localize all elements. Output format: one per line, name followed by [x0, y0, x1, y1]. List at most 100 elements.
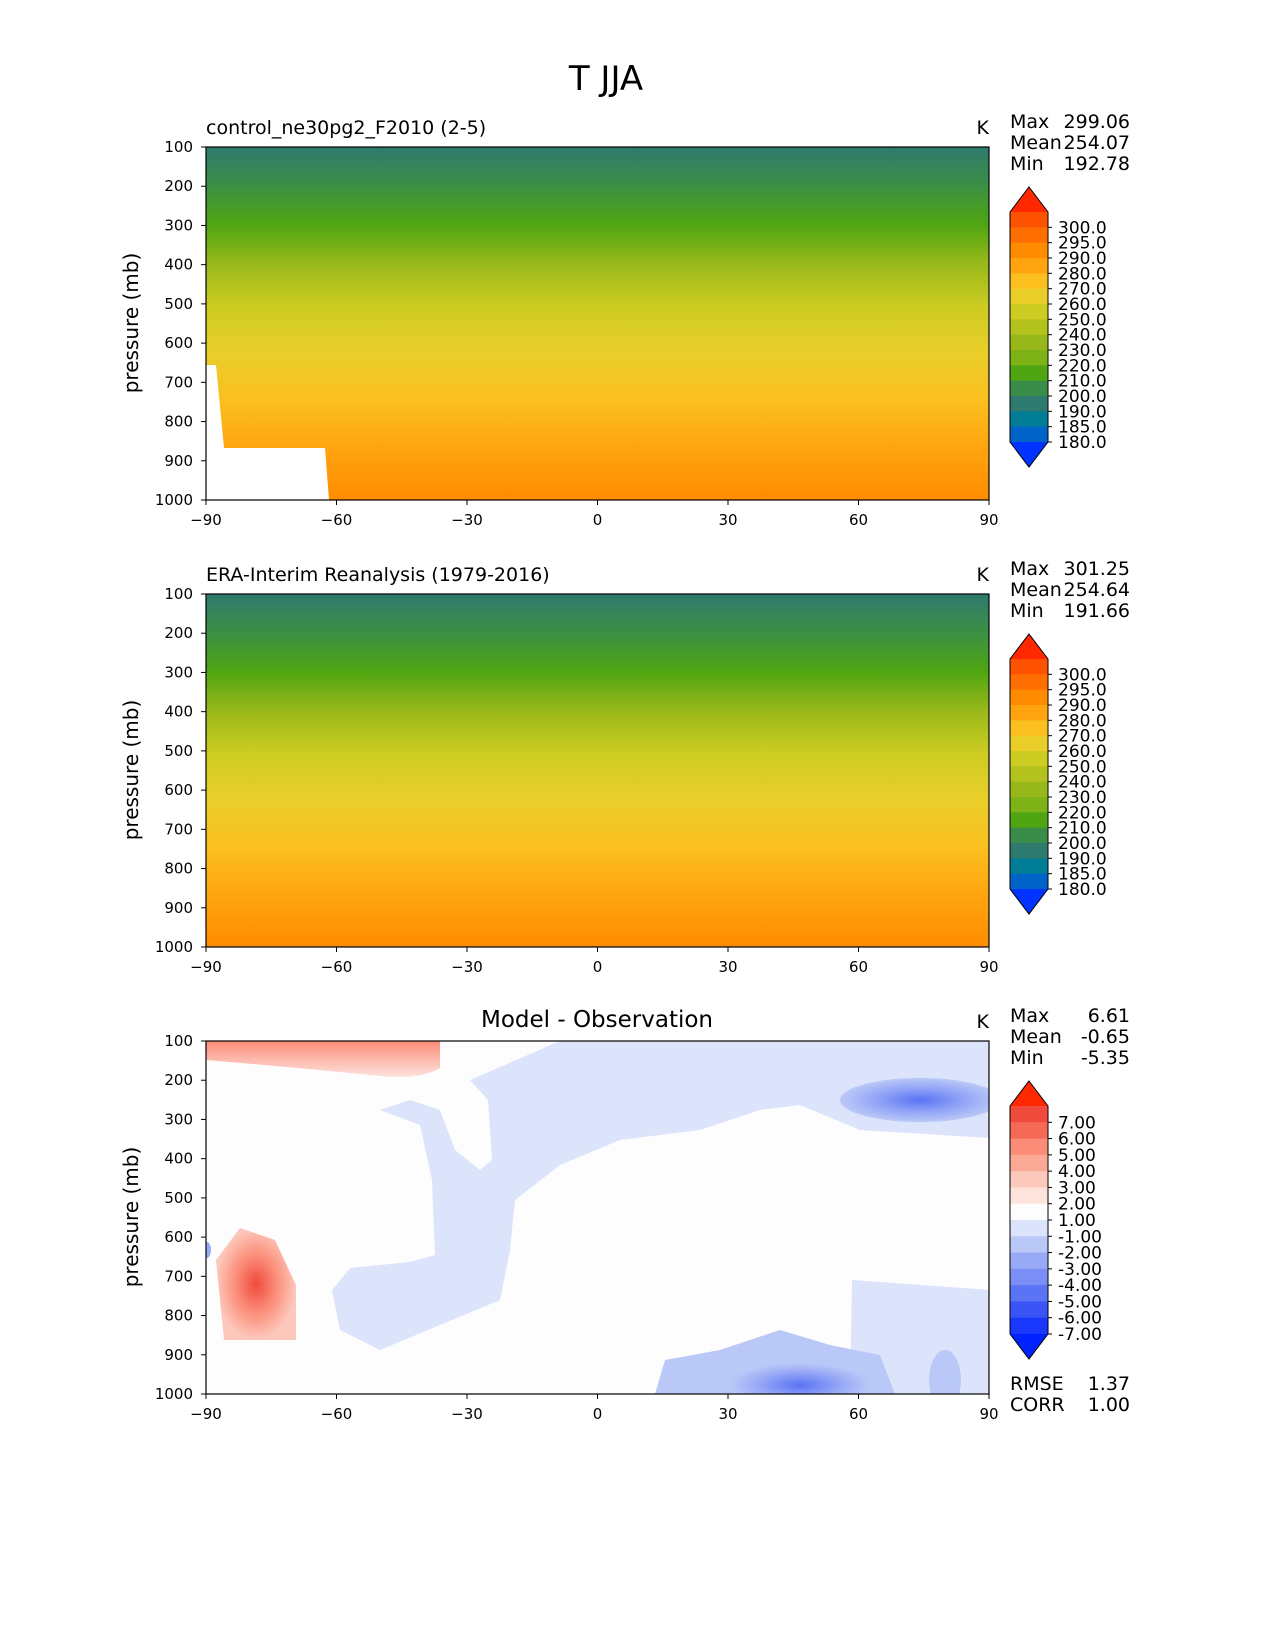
panel-left-title: ERA-Interim Reanalysis (1979-2016): [206, 564, 550, 586]
colorbar-segment: [1010, 1203, 1048, 1221]
colorbar-label: 190.0: [1058, 849, 1107, 869]
colorbar-segment: [1010, 1187, 1048, 1205]
colorbar-label: 220.0: [1058, 356, 1107, 376]
y-tick-label: 200: [164, 624, 193, 642]
colorbar-segment: [1010, 689, 1048, 706]
colorbar-label: 300.0: [1058, 665, 1107, 685]
y-tick-label: 300: [164, 1110, 193, 1128]
colorbar-segment: [1010, 1285, 1048, 1303]
x-tick-label: −30: [451, 511, 483, 529]
y-tick-label: 200: [164, 177, 193, 195]
colorbar-segment: [1010, 1252, 1048, 1270]
stat-value: 6.61: [1088, 1005, 1130, 1027]
colorbar-label: 295.0: [1058, 234, 1107, 254]
x-axis-ticks: −90 −60 −30 0 30 60 90: [190, 500, 999, 529]
colorbar-label: 6.00: [1058, 1130, 1096, 1150]
colorbar-label: 290.0: [1058, 249, 1107, 269]
colorbar-label: 2.00: [1058, 1195, 1096, 1215]
colorbar-label: 280.0: [1058, 264, 1107, 284]
y-tick-label: 600: [164, 1228, 193, 1246]
colorbar-label: 280.0: [1058, 711, 1107, 731]
x-tick-label: −30: [451, 1405, 483, 1423]
x-tick-label: 60: [849, 958, 868, 976]
panel-reference: ERA-Interim Reanalysis (1979-2016) K pre…: [119, 558, 1130, 976]
colorbar-label: 300.0: [1058, 218, 1107, 238]
y-tick-label: 500: [164, 742, 193, 760]
colorbar-segment: [1010, 751, 1048, 767]
x-tick-label: 0: [593, 511, 603, 529]
extra-stats-block: RMSE 1.37 CORR 1.00: [1010, 1373, 1130, 1416]
colorbar-label: 210.0: [1058, 819, 1107, 839]
colorbar-label: 185.0: [1058, 418, 1107, 438]
x-tick-label: −60: [321, 1405, 353, 1423]
colorbar-segment: [1010, 781, 1048, 798]
colorbar-segment: [1010, 380, 1048, 397]
colorbar-label: -6.00: [1058, 1309, 1102, 1329]
colorbar-segment: [1010, 827, 1048, 844]
colorbar-segment: [1010, 843, 1048, 859]
y-tick-label: 800: [164, 860, 193, 878]
colorbar-label: 240.0: [1058, 773, 1107, 793]
colorbar-segment: [1010, 1138, 1048, 1156]
colorbar-segment: [1010, 411, 1048, 428]
colorbar-label: 220.0: [1058, 803, 1107, 823]
colorbar-label: 260.0: [1058, 742, 1107, 762]
y-tick-label: 700: [164, 820, 193, 838]
y-tick-label: 900: [164, 1346, 193, 1364]
colorbar-extend-bottom: [1010, 889, 1048, 914]
colorbar-segment: [1010, 766, 1048, 783]
x-tick-label: 90: [979, 511, 998, 529]
y-tick-label: 1000: [155, 491, 193, 509]
colorbar-segment: [1010, 812, 1048, 829]
colorbar-segment: [1010, 350, 1048, 366]
colorbar-label: 270.0: [1058, 727, 1107, 747]
y-tick-label: 1000: [155, 938, 193, 956]
y-tick-label: 300: [164, 663, 193, 681]
x-tick-label: −30: [451, 958, 483, 976]
contour-field-difference: [206, 1041, 989, 1394]
units-label: K: [977, 564, 990, 586]
colorbar-segment: [1010, 227, 1048, 244]
stat-value: 191.66: [1064, 600, 1130, 622]
stat-label: Max: [1010, 1005, 1049, 1027]
units-label: K: [977, 117, 990, 139]
y-axis-label: pressure (mb): [119, 1147, 143, 1288]
stat-value: 1.37: [1088, 1373, 1130, 1395]
x-tick-label: 90: [979, 958, 998, 976]
colorbar-label: 3.00: [1058, 1178, 1096, 1198]
colorbar-outline: [1009, 186, 1049, 468]
colorbar-segment: [1010, 1171, 1048, 1189]
y-tick-label: 400: [164, 703, 193, 721]
x-axis-ticks: −90 −60 −30 0 30 60 90: [190, 947, 999, 976]
colorbar-label: -1.00: [1058, 1227, 1102, 1247]
colorbar-segment: [1010, 258, 1048, 274]
stat-value: -5.35: [1081, 1047, 1130, 1069]
x-tick-label: −90: [190, 511, 222, 529]
colorbar-segment: [1010, 426, 1048, 443]
figure-title: T JJA: [568, 59, 643, 99]
colorbar-label: 185.0: [1058, 865, 1107, 885]
colorbar-segment: [1010, 319, 1048, 336]
colorbar-segment: [1010, 334, 1048, 351]
colorbar-segment: [1010, 304, 1048, 320]
colorbar: 300.0295.0290.0280.0270.0260.0250.0240.0…: [1009, 633, 1107, 915]
y-axis-ticks: 100 200 300 400 500 600 700 800 900 1000: [155, 138, 206, 509]
stat-label: Max: [1010, 111, 1049, 133]
colorbar-segment: [1010, 1236, 1048, 1254]
colorbar-segment: [1010, 720, 1048, 737]
y-tick-label: 700: [164, 373, 193, 391]
stat-label: Min: [1010, 153, 1044, 175]
stat-value: 299.06: [1064, 111, 1130, 133]
colorbar-segment: [1010, 659, 1048, 675]
colorbar-label: -2.00: [1058, 1244, 1102, 1264]
panel-test: control_ne30pg2_F2010 (2-5) K pressure (…: [119, 111, 1130, 529]
colorbar-segment: [1010, 242, 1048, 259]
stat-value: 1.00: [1088, 1394, 1130, 1416]
x-tick-label: 0: [593, 958, 603, 976]
colorbar-label: 250.0: [1058, 757, 1107, 777]
colorbar-segment: [1010, 705, 1048, 721]
colorbar-segment: [1010, 735, 1048, 752]
colorbar-label: 190.0: [1058, 402, 1107, 422]
colorbar-label: -7.00: [1058, 1325, 1102, 1345]
